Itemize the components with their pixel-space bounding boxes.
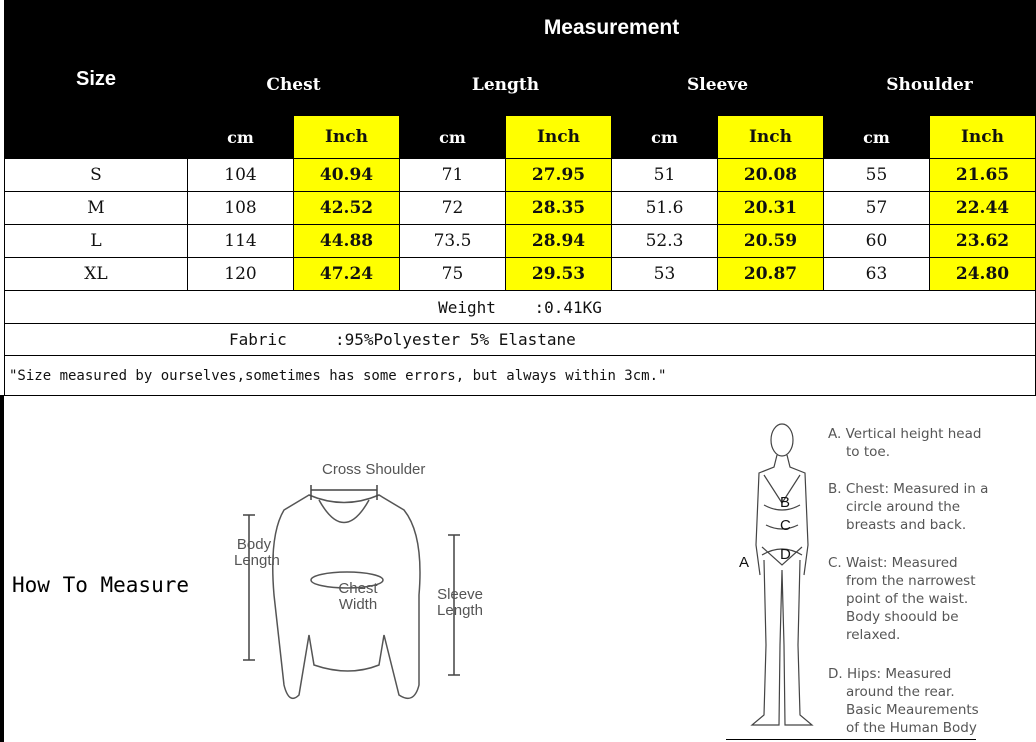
disclaimer-note: "Size measured by ourselves,sometimes ha…: [3, 355, 1036, 396]
garment-diagram: [243, 485, 460, 700]
value-cell: 55: [823, 158, 930, 192]
divider: [726, 739, 976, 740]
human-body-diagram: [750, 423, 814, 726]
value-cell: 20.59: [717, 224, 824, 258]
value-cell: 29.53: [505, 257, 612, 291]
unit-inch: Inch: [928, 115, 1036, 159]
label-sleeve-length: Sleeve Length: [437, 586, 483, 619]
value-cell: 63: [823, 257, 930, 291]
table-row: S 104 40.94 71 27.95 51 20.08 55 21.65: [4, 158, 1036, 192]
size-cell: XL: [4, 257, 188, 291]
value-cell: 23.62: [928, 224, 1036, 258]
value-cell: 40.94: [293, 158, 400, 192]
description-b: B. Chest: Measured in a circle around the…: [828, 481, 989, 533]
value-cell: 114: [187, 224, 294, 258]
unit-inch: Inch: [505, 115, 612, 159]
label-body-length: Body Length: [234, 536, 280, 569]
value-cell: 44.88: [293, 224, 400, 258]
value-cell: 108: [187, 191, 294, 225]
value-cell: 72: [399, 191, 506, 225]
letter-c: C: [780, 517, 791, 534]
category-chest: Chest: [187, 54, 400, 116]
category-sleeve: Sleeve: [611, 54, 824, 116]
value-cell: 73.5: [399, 224, 506, 258]
value-cell: 60: [823, 224, 930, 258]
size-header: Size: [4, 0, 188, 159]
size-chart-table: Size Measurement Chest Length Sleeve Sho…: [3, 0, 1036, 396]
value-cell: 104: [187, 158, 294, 192]
description-a: A. Vertical height head to toe.: [828, 426, 982, 460]
value-cell: 75: [399, 257, 506, 291]
how-to-measure-section: How To Measure Cross Shoulder Body Lengt…: [0, 395, 1036, 742]
unit-inch: Inch: [717, 115, 824, 159]
unit-cm: cm: [187, 115, 294, 159]
how-to-measure-title: How To Measure: [12, 573, 190, 597]
value-cell: 27.95: [505, 158, 612, 192]
size-cell: M: [4, 191, 188, 225]
value-cell: 22.44: [928, 191, 1036, 225]
description-d: D. Hips: Measured around the rear. Basic M…: [828, 666, 979, 736]
category-shoulder: Shoulder: [822, 54, 1036, 116]
category-length: Length: [399, 54, 612, 116]
label-chest-width: Chest Width: [338, 580, 378, 613]
value-cell: 28.35: [505, 191, 612, 225]
table-row: M 108 42.52 72 28.35 51.6 20.31 57 22.44: [4, 191, 1036, 225]
unit-cm: cm: [823, 115, 930, 159]
unit-inch: Inch: [293, 115, 400, 159]
value-cell: 51.6: [611, 191, 718, 225]
unit-cm: cm: [399, 115, 506, 159]
letter-d: D: [780, 546, 791, 563]
value-cell: 20.31: [717, 191, 824, 225]
value-cell: 42.52: [293, 191, 400, 225]
value-cell: 20.87: [717, 257, 824, 291]
description-c: C. Waist: Measured from the narrowest poin…: [828, 555, 976, 643]
value-cell: 53: [611, 257, 718, 291]
value-cell: 52.3: [611, 224, 718, 258]
value-cell: 21.65: [928, 158, 1036, 192]
weight-row: Weight :0.41KG: [3, 290, 1036, 324]
value-cell: 51: [611, 158, 718, 192]
measurement-header: Measurement: [186, 0, 1036, 55]
table-row: L 114 44.88 73.5 28.94 52.3 20.59 60 23.62: [4, 224, 1036, 258]
value-cell: 28.94: [505, 224, 612, 258]
value-cell: 47.24: [293, 257, 400, 291]
value-cell: 20.08: [717, 158, 824, 192]
unit-cm: cm: [611, 115, 718, 159]
letter-a: A: [739, 554, 750, 571]
value-cell: 24.80: [928, 257, 1036, 291]
size-cell: L: [4, 224, 188, 258]
size-cell: S: [4, 158, 188, 192]
label-cross-shoulder: Cross Shoulder: [322, 461, 426, 478]
table-row: XL 120 47.24 75 29.53 53 20.87 63 24.80: [4, 257, 1036, 291]
letter-b: B: [780, 494, 791, 511]
value-cell: 71: [399, 158, 506, 192]
fabric-row: Fabric :95%Polyester 5% Elastane: [3, 323, 1036, 356]
value-cell: 57: [823, 191, 930, 225]
value-cell: 120: [187, 257, 294, 291]
